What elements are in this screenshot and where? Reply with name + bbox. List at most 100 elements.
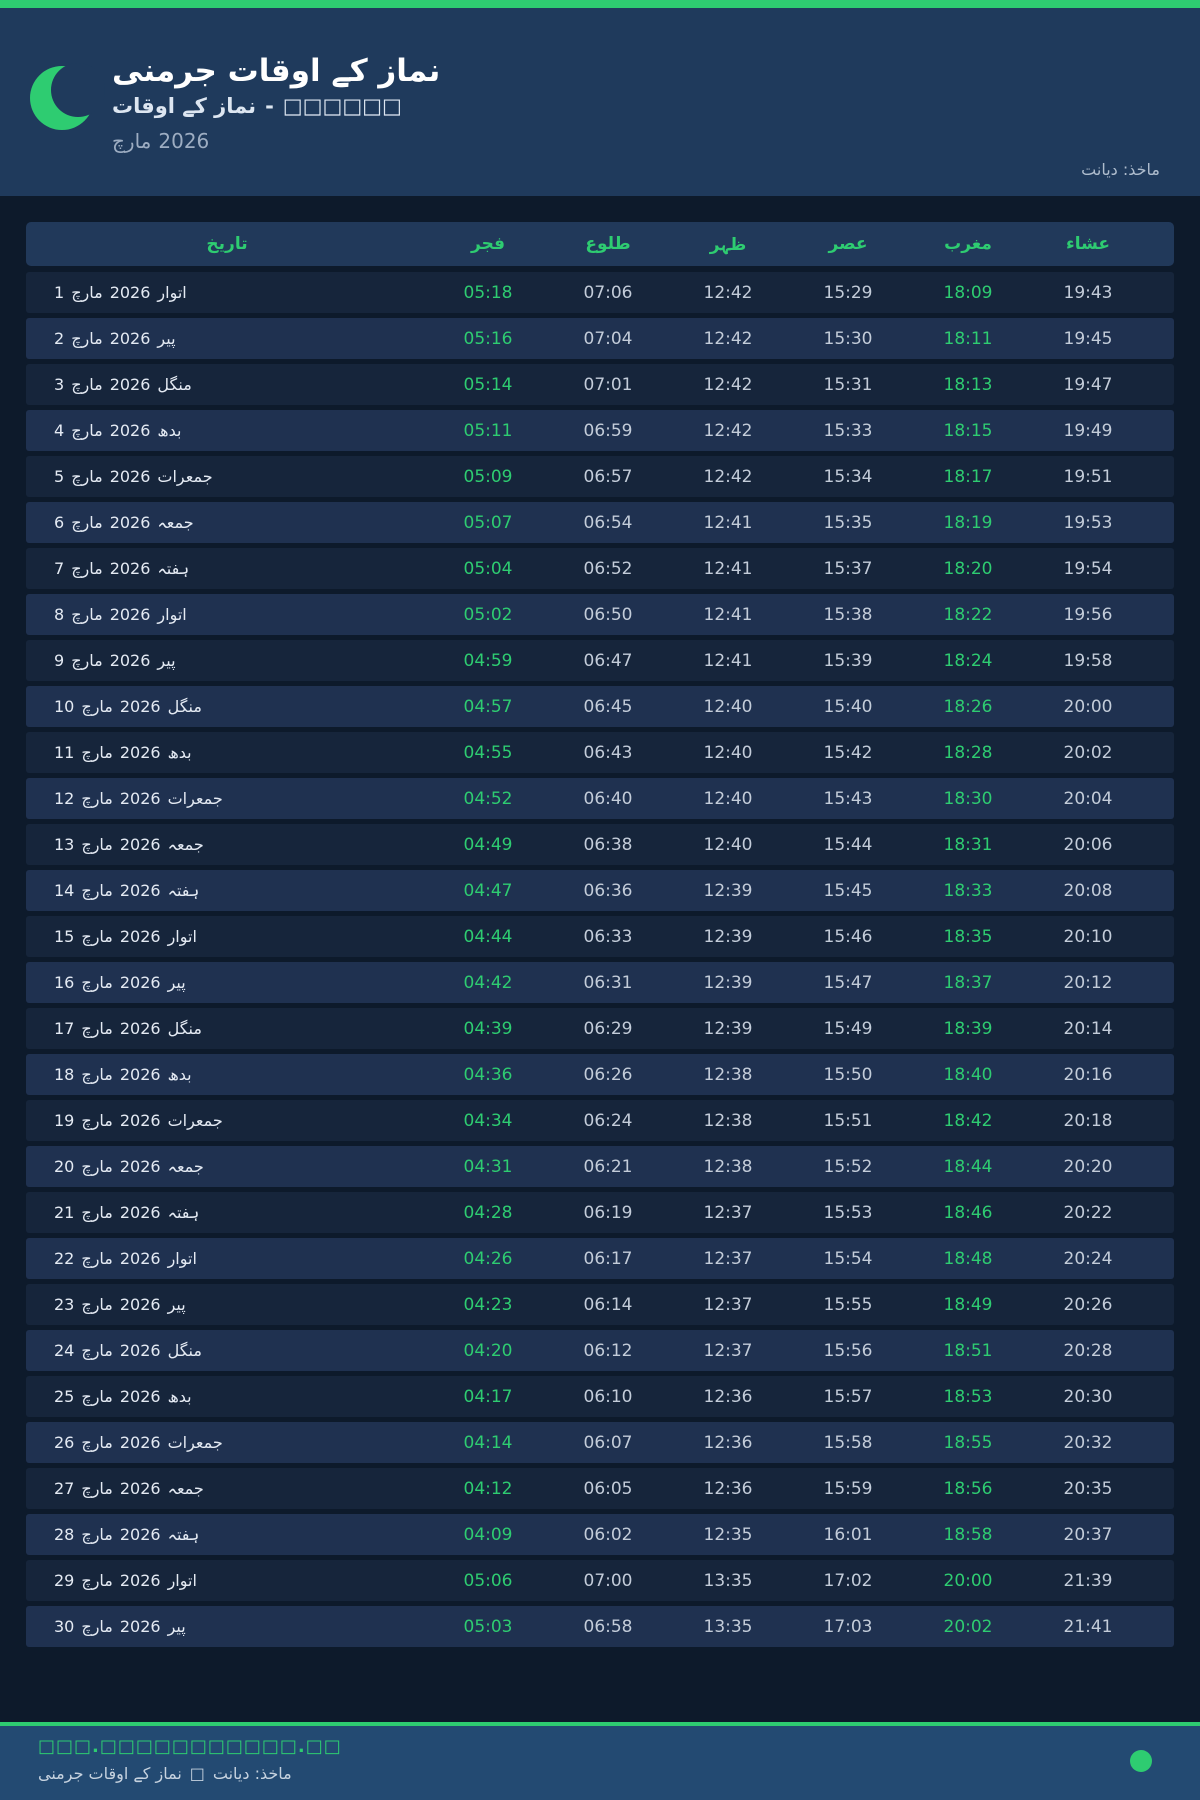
zuhr-time: 12:36	[703, 1386, 753, 1407]
fajr-time: 05:03	[463, 1616, 513, 1637]
asr-time: 15:42	[823, 742, 873, 763]
isha-time: 20:00	[1063, 696, 1113, 717]
maghrib-time: 20:00	[943, 1570, 993, 1591]
table-row: 25 مارچ 2026 بدھ 04:17 06:10 12:36 15:57…	[26, 1376, 1174, 1417]
zuhr-time: 12:42	[703, 374, 753, 395]
date-cell: 28 مارچ 2026 ہفتہ	[26, 1525, 428, 1544]
asr-time: 15:59	[823, 1478, 873, 1499]
asr-time: 15:37	[823, 558, 873, 579]
date-month: مارچ	[81, 1433, 113, 1452]
date-weekday: جمعرات	[167, 789, 223, 808]
title-block: نماز کے اوقات جرمنی نماز کے اوقات - □□□□…	[112, 52, 1160, 153]
table-row: 4 مارچ 2026 بدھ 05:11 06:59 12:42 15:33 …	[26, 410, 1174, 451]
date-cell: 4 مارچ 2026 بدھ	[26, 421, 428, 440]
asr-time: 15:49	[823, 1018, 873, 1039]
date-cell: 2 مارچ 2026 پیر	[26, 329, 428, 348]
table-row: 28 مارچ 2026 ہفتہ 04:09 06:02 12:35 16:0…	[26, 1514, 1174, 1555]
date-year: 2026	[119, 743, 161, 762]
fajr-time: 04:34	[463, 1110, 513, 1131]
date-weekday: پیر	[157, 651, 176, 670]
asr-time: 15:44	[823, 834, 873, 855]
asr-time: 15:29	[823, 282, 873, 303]
zuhr-time: 12:41	[703, 512, 753, 533]
footer-credit-line: نماز کے اوقات جرمنی □ ماخذ: دیانت	[38, 1764, 1160, 1783]
date-day: 6	[54, 513, 65, 532]
date-day: 21	[54, 1203, 75, 1222]
footer-source-note: ماخذ: دیانت	[212, 1764, 292, 1783]
asr-time: 15:50	[823, 1064, 873, 1085]
isha-time: 19:54	[1063, 558, 1113, 579]
asr-time: 15:46	[823, 926, 873, 947]
asr-time: 15:53	[823, 1202, 873, 1223]
maghrib-time: 18:26	[943, 696, 993, 717]
date-year: 2026	[119, 1479, 161, 1498]
zuhr-time: 12:36	[703, 1478, 753, 1499]
page-subtitle: نماز کے اوقات - □□□□□□	[112, 94, 1160, 118]
fajr-time: 04:44	[463, 926, 513, 947]
date-day: 8	[54, 605, 65, 624]
zuhr-time: 12:41	[703, 604, 753, 625]
date-day: 1	[54, 283, 65, 302]
date-weekday: جمعرات	[167, 1111, 223, 1130]
status-dot	[1130, 1750, 1152, 1772]
maghrib-time: 18:42	[943, 1110, 993, 1131]
date-weekday: جمعرات	[167, 1433, 223, 1452]
table-row: 12 مارچ 2026 جمعرات 04:52 06:40 12:40 15…	[26, 778, 1174, 819]
sunrise-time: 06:26	[583, 1064, 633, 1085]
fajr-time: 05:11	[463, 420, 513, 441]
subtitle-missing-glyphs: □□□□□□	[282, 93, 402, 118]
date-day: 29	[54, 1571, 75, 1590]
date-month: مارچ	[81, 1387, 113, 1406]
date-cell: 10 مارچ 2026 منگل	[26, 697, 428, 716]
maghrib-time: 20:02	[943, 1616, 993, 1637]
date-cell: 26 مارچ 2026 جمعرات	[26, 1433, 428, 1452]
top-accent-bar	[0, 0, 1200, 8]
date-cell: 21 مارچ 2026 ہفتہ	[26, 1203, 428, 1222]
maghrib-time: 18:49	[943, 1294, 993, 1315]
date-month: مارچ	[81, 1249, 113, 1268]
asr-time: 15:55	[823, 1294, 873, 1315]
sunrise-time: 06:05	[583, 1478, 633, 1499]
zuhr-time: 12:39	[703, 1018, 753, 1039]
prayer-times-table: تاریخ فجر طلوع ظہر عصر مغرب عشاء 1 مارچ …	[26, 222, 1174, 1647]
maghrib-time: 18:30	[943, 788, 993, 809]
fajr-time: 04:23	[463, 1294, 513, 1315]
date-month: مارچ	[81, 697, 113, 716]
sunrise-time: 07:06	[583, 282, 633, 303]
table-row: 19 مارچ 2026 جمعرات 04:34 06:24 12:38 15…	[26, 1100, 1174, 1141]
asr-time: 15:56	[823, 1340, 873, 1361]
date-month: مارچ	[71, 651, 103, 670]
asr-time: 15:33	[823, 420, 873, 441]
fajr-time: 04:36	[463, 1064, 513, 1085]
date-month: مارچ	[81, 973, 113, 992]
date-day: 11	[54, 743, 75, 762]
table-row: 27 مارچ 2026 جمعہ 04:12 06:05 12:36 15:5…	[26, 1468, 1174, 1509]
date-weekday: پیر	[167, 973, 186, 992]
table-row: 18 مارچ 2026 بدھ 04:36 06:26 12:38 15:50…	[26, 1054, 1174, 1095]
table-row: 7 مارچ 2026 ہفتہ 05:04 06:52 12:41 15:37…	[26, 548, 1174, 589]
date-weekday: منگل	[167, 1341, 202, 1360]
date-month: مارچ	[81, 1617, 113, 1636]
date-day: 13	[54, 835, 75, 854]
isha-time: 19:45	[1063, 328, 1113, 349]
date-month: مارچ	[81, 1065, 113, 1084]
date-cell: 25 مارچ 2026 بدھ	[26, 1387, 428, 1406]
date-weekday: جمعہ	[167, 835, 204, 854]
zuhr-time: 12:39	[703, 926, 753, 947]
sunrise-time: 06:59	[583, 420, 633, 441]
date-weekday: اتوار	[157, 283, 187, 302]
date-weekday: جمعرات	[157, 467, 213, 486]
sunrise-time: 06:36	[583, 880, 633, 901]
zuhr-time: 12:38	[703, 1064, 753, 1085]
date-cell: 11 مارچ 2026 بدھ	[26, 743, 428, 762]
zuhr-time: 12:41	[703, 558, 753, 579]
fajr-time: 04:49	[463, 834, 513, 855]
date-day: 4	[54, 421, 65, 440]
maghrib-time: 18:19	[943, 512, 993, 533]
asr-time: 15:45	[823, 880, 873, 901]
sunrise-time: 06:57	[583, 466, 633, 487]
zuhr-time: 12:37	[703, 1294, 753, 1315]
table-row: 14 مارچ 2026 ہفتہ 04:47 06:36 12:39 15:4…	[26, 870, 1174, 911]
date-weekday: بدھ	[167, 1387, 192, 1406]
